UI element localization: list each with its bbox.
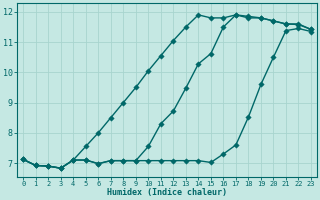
X-axis label: Humidex (Indice chaleur): Humidex (Indice chaleur) [107,188,227,197]
